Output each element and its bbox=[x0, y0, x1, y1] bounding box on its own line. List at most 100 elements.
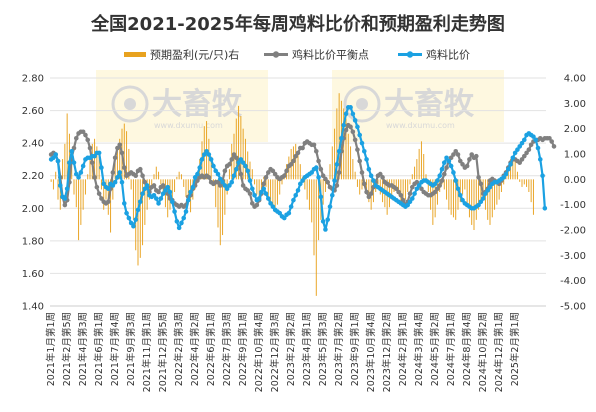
x-tick-label: 2023年9月第1周 bbox=[349, 312, 361, 386]
profit-bar bbox=[304, 179, 306, 190]
breakeven-point bbox=[272, 171, 278, 177]
profit-bar bbox=[398, 179, 400, 195]
watermark-right-logo bbox=[343, 85, 381, 123]
ratio-point bbox=[453, 178, 459, 183]
ratio-point bbox=[270, 204, 276, 209]
ratio-point bbox=[478, 199, 484, 205]
right-tick-label: -2.00 bbox=[560, 226, 586, 237]
ratio-point bbox=[229, 179, 235, 185]
breakeven-point bbox=[320, 173, 326, 179]
ratio-point bbox=[62, 196, 68, 201]
ratio-point bbox=[366, 166, 372, 172]
ratio-point bbox=[197, 165, 203, 170]
ratio-point bbox=[117, 170, 123, 175]
profit-bar bbox=[464, 179, 466, 190]
profit-bar bbox=[256, 179, 258, 195]
profit-bar bbox=[507, 166, 509, 180]
ratio-point bbox=[222, 183, 228, 188]
ratio-point bbox=[531, 134, 536, 139]
left-tick-label: 2.00 bbox=[22, 204, 44, 215]
profit-bar bbox=[487, 179, 489, 220]
profit-bar bbox=[68, 133, 70, 180]
profit-bar bbox=[240, 116, 242, 180]
breakeven-point bbox=[451, 152, 456, 157]
breakeven-point bbox=[361, 181, 367, 187]
breakeven-point bbox=[318, 166, 324, 172]
ratio-point bbox=[256, 196, 262, 201]
x-tick-label: 2023年4月第1周 bbox=[301, 312, 313, 386]
ratio-point bbox=[455, 186, 461, 192]
breakeven-point bbox=[364, 189, 369, 195]
profit-bar bbox=[315, 179, 317, 296]
watermark-left-logo-dot bbox=[124, 98, 136, 110]
left-tick-label: 1.40 bbox=[22, 302, 44, 313]
breakeven-point bbox=[366, 194, 372, 200]
profit-bar bbox=[64, 143, 66, 180]
profit-bar bbox=[160, 179, 162, 185]
ratio-point bbox=[444, 155, 449, 161]
breakeven-point bbox=[270, 168, 276, 174]
x-tick-label: 2025年2月第1周 bbox=[509, 312, 521, 386]
breakeven-point bbox=[453, 148, 459, 154]
ratio-point bbox=[165, 184, 171, 190]
breakeven-point bbox=[140, 173, 145, 179]
ratio-point bbox=[167, 189, 173, 195]
left-tick-label: 2.80 bbox=[22, 74, 44, 85]
profit-bar bbox=[446, 179, 448, 200]
watermark-left-logo bbox=[111, 85, 149, 123]
profit-bar bbox=[480, 179, 482, 203]
profit-bar bbox=[103, 179, 105, 210]
profit-bar bbox=[164, 179, 166, 208]
breakeven-point bbox=[80, 129, 86, 135]
profit-bar bbox=[66, 113, 68, 180]
ratio-point bbox=[487, 184, 493, 190]
ratio-point bbox=[238, 157, 244, 162]
ratio-point bbox=[71, 160, 77, 165]
profit-bar bbox=[123, 123, 125, 180]
profit-bar bbox=[334, 128, 336, 180]
profit-bar bbox=[423, 154, 425, 180]
profit-bar bbox=[466, 179, 468, 205]
profit-bar bbox=[84, 179, 86, 195]
profit-bar bbox=[82, 179, 84, 210]
profit-bar bbox=[416, 159, 418, 180]
right-tick-label: 0.00 bbox=[564, 175, 586, 186]
left-tick-label: 2.60 bbox=[22, 106, 44, 117]
profit-bar bbox=[185, 179, 187, 198]
profit-bar bbox=[361, 179, 363, 190]
profit-bar bbox=[114, 156, 116, 180]
profit-bar bbox=[530, 179, 532, 203]
ratio-point bbox=[277, 210, 283, 216]
ratio-point bbox=[163, 188, 168, 193]
right-tick-label: 2.00 bbox=[564, 124, 586, 135]
breakeven-point bbox=[217, 183, 223, 188]
profit-bar bbox=[311, 179, 313, 223]
profit-bar bbox=[153, 174, 155, 180]
profit-bar bbox=[306, 179, 308, 200]
profit-bar bbox=[139, 179, 141, 258]
profit-bar bbox=[516, 171, 518, 180]
profit-bar bbox=[180, 174, 182, 180]
profit-bar bbox=[235, 118, 237, 180]
profit-bar bbox=[59, 179, 61, 210]
breakeven-point bbox=[311, 142, 317, 148]
breakeven-point bbox=[96, 191, 102, 196]
ratio-point bbox=[247, 178, 253, 183]
ratio-point bbox=[208, 157, 214, 162]
ratio-point bbox=[215, 171, 221, 177]
ratio-point bbox=[185, 197, 191, 203]
breakeven-point bbox=[517, 160, 523, 165]
ratio-point bbox=[508, 162, 513, 167]
profit-bar bbox=[62, 159, 64, 180]
profit-bar bbox=[128, 148, 130, 180]
breakeven-point bbox=[521, 153, 527, 159]
watermarks: 大畜牧 www.dxumu.com 大畜牧 www.dxumu.com bbox=[96, 70, 504, 142]
profit-bar bbox=[78, 179, 80, 241]
profit-bar bbox=[270, 179, 272, 203]
breakeven-point bbox=[524, 150, 529, 156]
ratio-point bbox=[158, 196, 164, 201]
watermark-right: 大畜牧 www.dxumu.com bbox=[332, 70, 504, 142]
profit-bar bbox=[110, 179, 112, 233]
watermark-left: 大畜牧 www.dxumu.com bbox=[96, 70, 268, 142]
